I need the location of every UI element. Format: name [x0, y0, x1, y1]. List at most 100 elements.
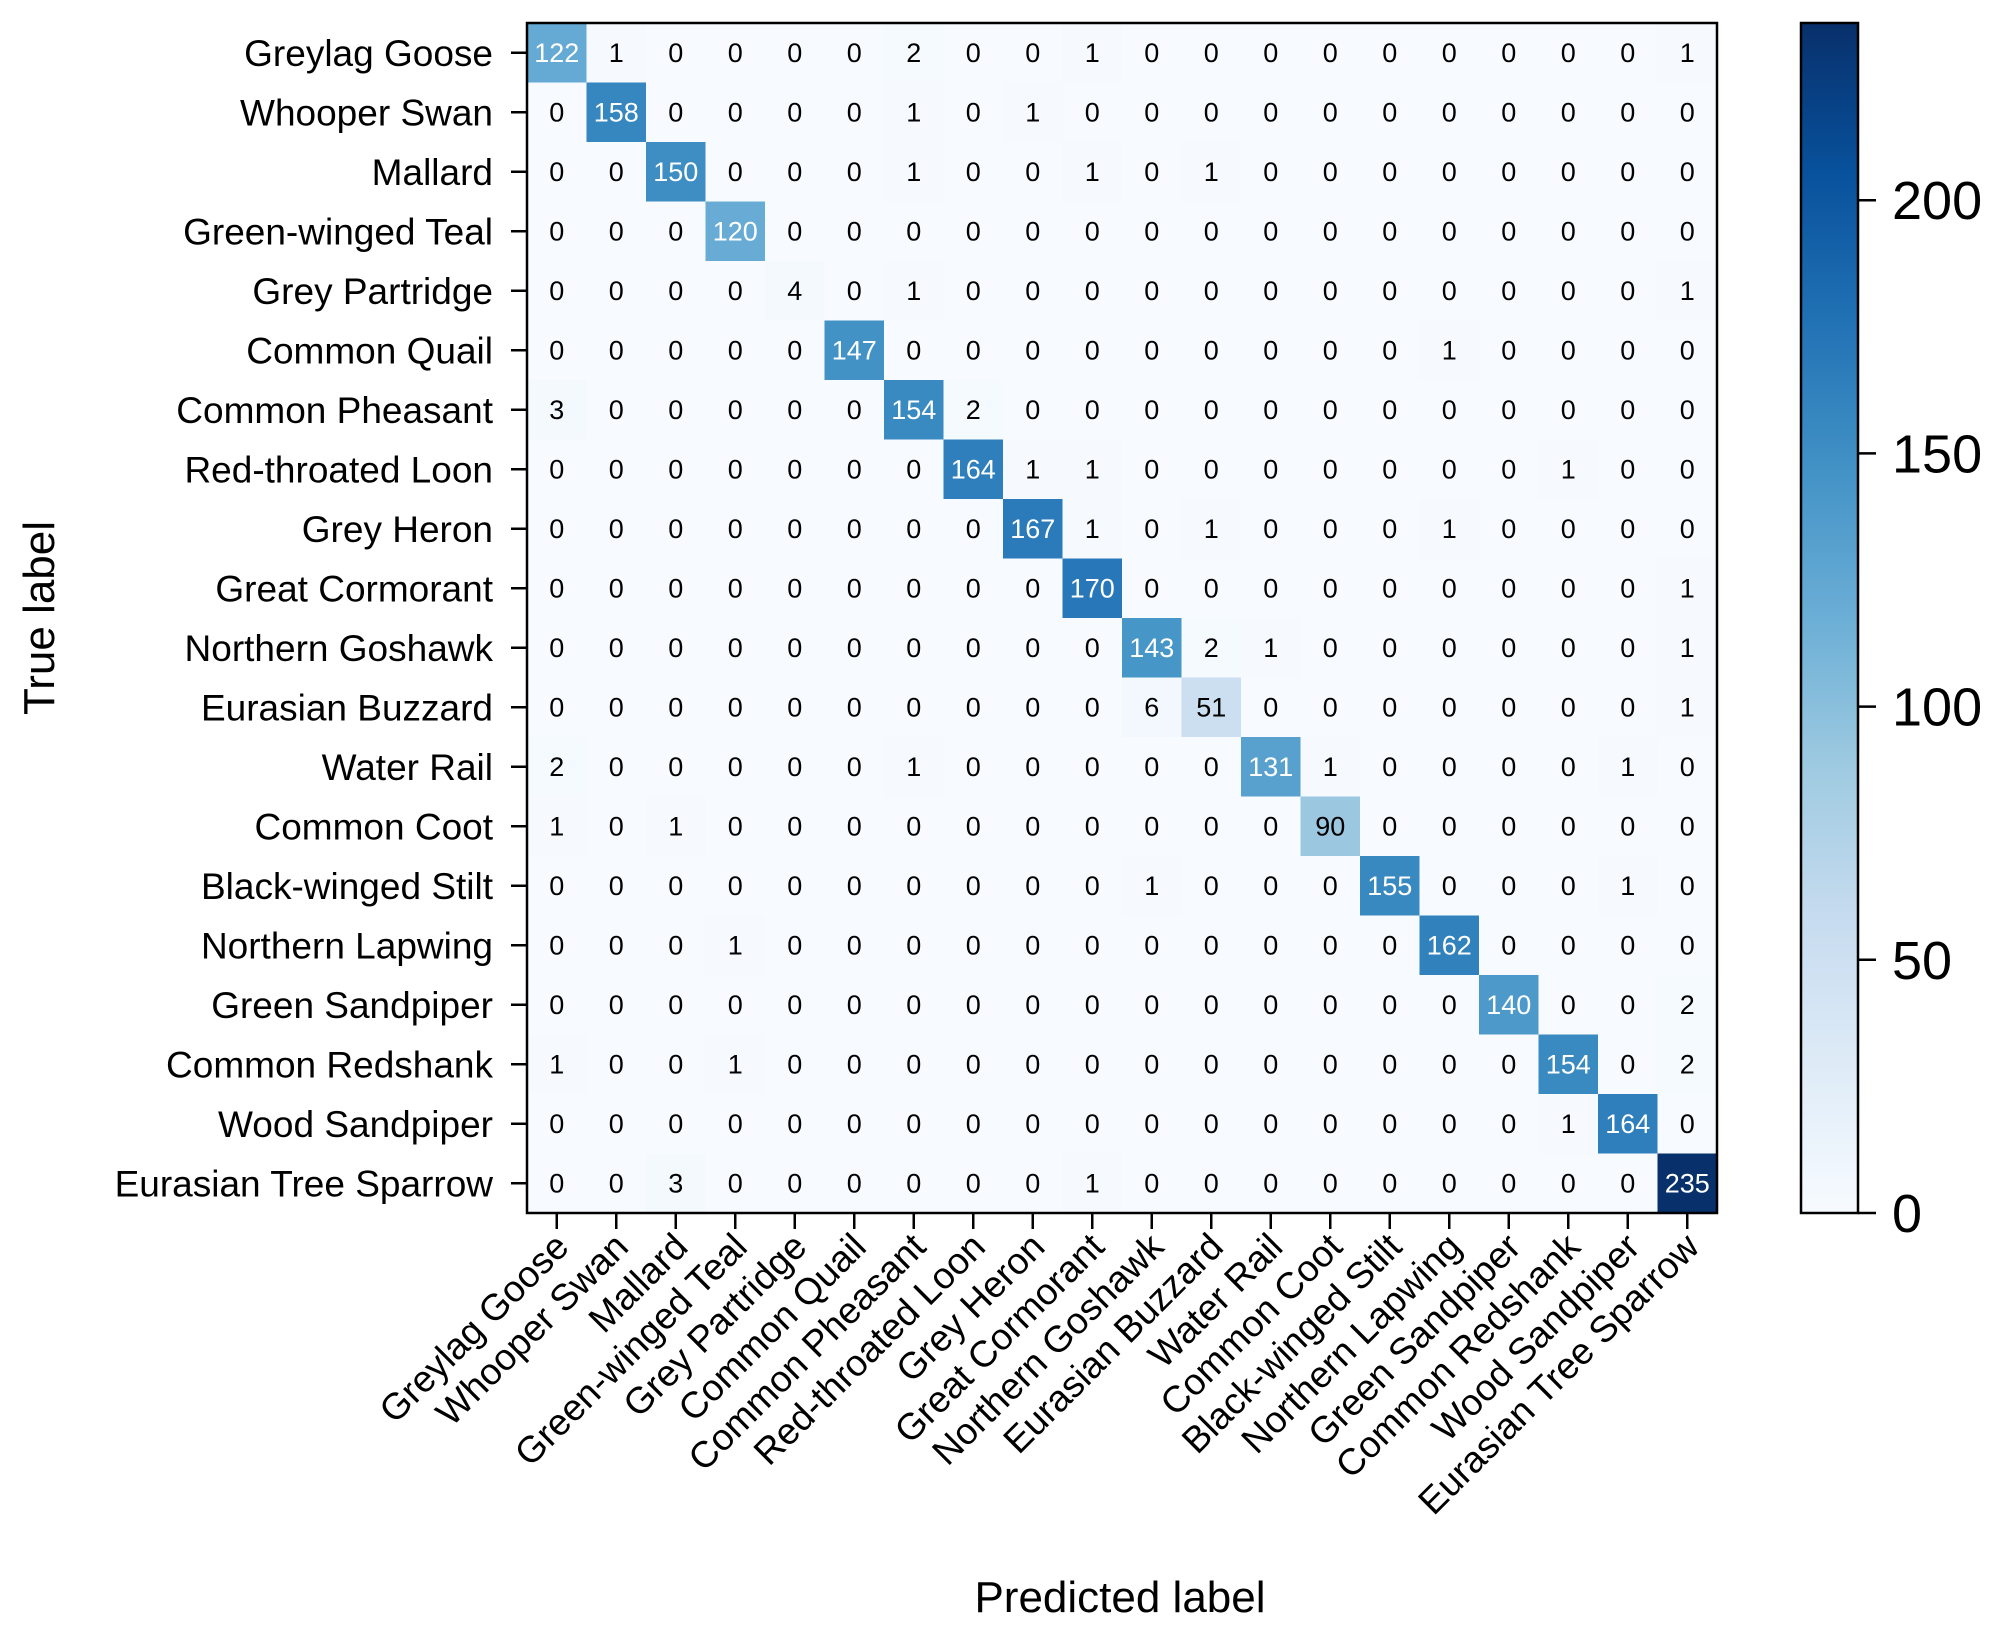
cell-value-label: 0: [906, 990, 921, 1020]
heatmap-cell: [1241, 261, 1302, 322]
heatmap-cell: [1062, 558, 1123, 619]
heatmap-cell: [1419, 499, 1480, 560]
cell-value-label: 0: [1204, 97, 1219, 127]
cell-value-label: 1: [1680, 633, 1695, 663]
cell-value-label: 0: [1025, 811, 1040, 841]
heatmap-cell: [1062, 1153, 1123, 1214]
cell-value-label: 0: [1144, 216, 1159, 246]
cell-value-label: 0: [1620, 1049, 1635, 1079]
heatmap-cell: [1419, 796, 1480, 857]
heatmap-cell: [765, 1094, 826, 1155]
cell-value-label: 0: [1680, 514, 1695, 544]
heatmap-cell: [1300, 142, 1361, 203]
heatmap-cell: [1360, 915, 1421, 976]
cell-value-label: 0: [1085, 633, 1100, 663]
heatmap-cell: [646, 201, 707, 262]
cell-value-label: 0: [1204, 395, 1219, 425]
cell-value-label: 1: [609, 38, 624, 68]
cell-value-label: 0: [966, 871, 981, 901]
heatmap-cell: [1241, 499, 1302, 560]
heatmap-cell: [1657, 201, 1718, 262]
heatmap-cell: [705, 499, 766, 560]
heatmap-cell: [1598, 23, 1659, 84]
heatmap-cell: [1479, 618, 1540, 679]
heatmap-cell: [1181, 261, 1242, 322]
heatmap-cell: [1181, 1034, 1242, 1095]
cell-value-label: 0: [728, 335, 743, 365]
heatmap-cell: [1181, 558, 1242, 619]
cell-value-label: 0: [787, 1049, 802, 1079]
heatmap-cell: [1241, 1034, 1302, 1095]
heatmap-cell: [1300, 439, 1361, 500]
cell-value-label: 0: [1382, 692, 1397, 722]
heatmap-cells: 122 1 0 0 0 0 2 0 0 1 0 0 0 0 0 0 0 0 0 10 158 0 0 0 0 1 0 1 0 0 0 0 0 0 0…: [527, 23, 1718, 1214]
cell-value-label: 0: [609, 1049, 624, 1079]
heatmap-cell: [527, 856, 588, 917]
heatmap-cell: [1181, 23, 1242, 84]
cell-value-label: 0: [668, 930, 683, 960]
heatmap-cell: [1241, 23, 1302, 84]
cell-value-label: 0: [1323, 216, 1338, 246]
heatmap-cell: [1181, 915, 1242, 976]
heatmap-cell: [586, 618, 647, 679]
cell-value-label: 0: [1144, 1168, 1159, 1198]
cell-value-label: 1: [1442, 514, 1457, 544]
heatmap-cell: [527, 975, 588, 1036]
heatmap-cell: [943, 261, 1004, 322]
heatmap-cell: [1598, 82, 1659, 143]
heatmap-cell: [1598, 380, 1659, 441]
cell-value-label: 51: [1196, 692, 1226, 722]
cell-value-label: 0: [1501, 157, 1516, 187]
cell-value-label: 0: [609, 633, 624, 663]
cell-value-label: 0: [1680, 216, 1695, 246]
colorbar: 0 50 100 150 200: [1799, 21, 1982, 1244]
cell-value-label: 0: [1323, 990, 1338, 1020]
heatmap-cell: [1003, 737, 1064, 798]
heatmap-cell: [1241, 320, 1302, 381]
cell-value-label: 0: [1025, 573, 1040, 603]
cell-value-label: 0: [1620, 97, 1635, 127]
cell-value-label: 0: [668, 1109, 683, 1139]
heatmap-cell: [824, 558, 885, 619]
heatmap-cell: [705, 1094, 766, 1155]
heatmap-cell: [884, 796, 945, 857]
heatmap-cell: [1122, 677, 1183, 738]
cell-value-label: 0: [728, 692, 743, 722]
cell-value-label: 0: [1442, 276, 1457, 306]
heatmap-cell: [1360, 1094, 1421, 1155]
cell-value-label: 0: [906, 633, 921, 663]
heatmap-cell: [824, 261, 885, 322]
cell-value-label: 0: [668, 871, 683, 901]
heatmap-cell: [1062, 201, 1123, 262]
heatmap-cell: [884, 1094, 945, 1155]
cell-value-label: 0: [1323, 871, 1338, 901]
heatmap-cell: [1062, 23, 1123, 84]
heatmap-cell: [1360, 796, 1421, 857]
heatmap-cell: [1300, 558, 1361, 619]
cell-value-label: 0: [966, 514, 981, 544]
heatmap-cell: [1122, 201, 1183, 262]
cell-value-label: 0: [1144, 454, 1159, 484]
cell-value-label: 0: [847, 692, 862, 722]
cell-value-label: 0: [847, 1049, 862, 1079]
cell-value-label: 0: [728, 633, 743, 663]
heatmap-cell: [1003, 439, 1064, 500]
heatmap-cell: [1122, 261, 1183, 322]
cell-value-label: 0: [847, 1109, 862, 1139]
cell-value-label: 0: [966, 335, 981, 365]
heatmap-cell: [646, 737, 707, 798]
heatmap-cell: [1657, 975, 1718, 1036]
y-tick-label: Green Sandpiper: [211, 985, 493, 1026]
cell-value-label: 0: [1442, 692, 1457, 722]
heatmap-cell: [1360, 201, 1421, 262]
heatmap-cell: [527, 558, 588, 619]
heatmap-cell: [1241, 201, 1302, 262]
heatmap-cell: [586, 201, 647, 262]
cell-value-label: 0: [1442, 1049, 1457, 1079]
cell-value-label: 120: [713, 216, 758, 246]
cell-value-label: 0: [1680, 1109, 1695, 1139]
cell-value-label: 2: [1680, 1049, 1695, 1079]
heatmap-cell: [1657, 856, 1718, 917]
cell-value-label: 0: [966, 930, 981, 960]
cell-value-label: 0: [728, 454, 743, 484]
